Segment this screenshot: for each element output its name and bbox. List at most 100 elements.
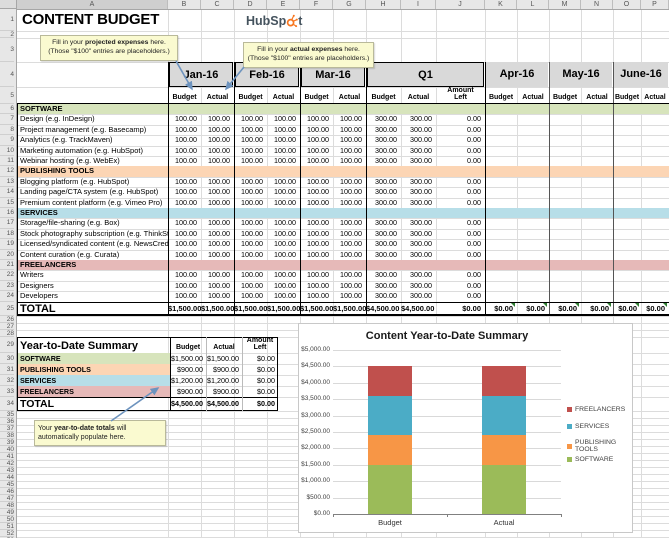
row-label[interactable]: Design (e.g. InDesign)	[20, 114, 95, 124]
budget-cell[interactable]: 100.00	[208, 135, 230, 145]
subheader-may-16-actual[interactable]: Actual	[586, 94, 608, 102]
row-header-13[interactable]: 13	[0, 177, 14, 188]
ytd-chart[interactable]: Content Year-to-Date Summary $5,000.00 $4…	[298, 323, 633, 533]
row-header-47[interactable]: 47	[0, 495, 14, 502]
subheader-jan-16-budget[interactable]: Budget	[172, 94, 197, 102]
budget-cell[interactable]: 300.00	[375, 249, 397, 259]
column-header-F[interactable]: F	[300, 0, 333, 9]
budget-cell[interactable]: 100.00	[241, 156, 263, 165]
budget-cell[interactable]: 100.00	[208, 197, 230, 207]
subheader-feb-16-actual[interactable]: Actual	[272, 94, 295, 102]
row-header-23[interactable]: 23	[0, 281, 14, 292]
budget-cell[interactable]: 100.00	[241, 145, 263, 155]
budget-cell[interactable]: 100.00	[274, 270, 296, 280]
row-header-41[interactable]: 41	[0, 453, 14, 460]
month-header-june-16[interactable]: June-16	[614, 62, 668, 87]
budget-cell[interactable]: 100.00	[307, 249, 329, 259]
column-header-B[interactable]: B	[168, 0, 201, 9]
budget-cell[interactable]: 100.00	[208, 270, 230, 280]
budget-cell[interactable]: 100.00	[175, 218, 197, 228]
row-header-44[interactable]: 44	[0, 474, 14, 481]
column-header-N[interactable]: N	[581, 0, 613, 9]
total-cell[interactable]: $1,500.00	[267, 303, 301, 313]
row-label[interactable]: Webinar hosting (e.g. WebEx)	[20, 156, 120, 165]
summary-value-cell[interactable]: $0.00	[257, 365, 275, 374]
row-header-48[interactable]: 48	[0, 502, 14, 509]
summary-value-cell[interactable]: $1,500.00	[207, 354, 239, 363]
budget-cell[interactable]: 100.00	[208, 114, 230, 124]
budget-cell[interactable]: 100.00	[241, 176, 263, 186]
subheader-q1-budget[interactable]: Budget	[371, 94, 396, 102]
budget-cell[interactable]: 300.00	[410, 187, 432, 197]
row-header-24[interactable]: 24	[0, 291, 14, 302]
budget-cell[interactable]: 100.00	[274, 239, 296, 249]
column-header-E[interactable]: E	[267, 0, 300, 9]
row-header-19[interactable]: 19	[0, 239, 14, 250]
budget-cell[interactable]: 0.00	[467, 156, 481, 165]
budget-cell[interactable]: 100.00	[307, 187, 329, 197]
section-row-freelancers[interactable]: FREELANCERS	[17, 260, 669, 271]
row-header-8[interactable]: 8	[0, 125, 14, 136]
summary-total-label[interactable]: TOTAL	[20, 398, 55, 410]
budget-cell[interactable]: 300.00	[410, 239, 432, 249]
budget-cell[interactable]: 100.00	[307, 218, 329, 228]
row-label[interactable]: Licensed/syndicated content (e.g. NewsCr…	[20, 239, 168, 249]
budget-cell[interactable]: 300.00	[410, 135, 432, 145]
row-header-33[interactable]: 33	[0, 386, 14, 397]
row-label[interactable]: Stock photography subscription (e.g. Thi…	[20, 228, 168, 238]
column-header-P[interactable]: P	[641, 0, 669, 9]
row-header-49[interactable]: 49	[0, 509, 14, 516]
budget-cell[interactable]: 100.00	[175, 176, 197, 186]
budget-cell[interactable]: 0.00	[467, 228, 481, 238]
budget-cell[interactable]: 0.00	[467, 135, 481, 145]
row-header-17[interactable]: 17	[0, 218, 14, 229]
budget-cell[interactable]: 100.00	[307, 228, 329, 238]
budget-cell[interactable]: 300.00	[410, 176, 432, 186]
row-header-12[interactable]: 12	[0, 166, 14, 177]
subheader-feb-16-budget[interactable]: Budget	[238, 94, 263, 102]
subheader-jan-16-actual[interactable]: Actual	[206, 94, 229, 102]
subheader-q1-actual[interactable]: Actual	[407, 94, 430, 102]
budget-cell[interactable]: 100.00	[340, 114, 362, 124]
month-header-q1[interactable]: Q1	[367, 62, 484, 87]
row-header-42[interactable]: 42	[0, 460, 14, 467]
budget-cell[interactable]: 100.00	[307, 156, 329, 165]
summary-section-software[interactable]: SOFTWARE	[17, 353, 170, 364]
row-header-4[interactable]: 4	[0, 62, 14, 87]
budget-cell[interactable]: 100.00	[274, 135, 296, 145]
budget-cell[interactable]: 100.00	[307, 280, 329, 290]
budget-cell[interactable]: 100.00	[208, 156, 230, 165]
section-row-publishing[interactable]: PUBLISHING TOOLS	[17, 166, 669, 177]
budget-cell[interactable]: 100.00	[307, 239, 329, 249]
month-header-apr-16[interactable]: Apr-16	[486, 62, 548, 87]
budget-cell[interactable]: 100.00	[175, 145, 197, 155]
select-all-corner[interactable]	[0, 0, 17, 9]
budget-cell[interactable]: 300.00	[410, 218, 432, 228]
budget-cell[interactable]: 100.00	[274, 249, 296, 259]
column-header-L[interactable]: L	[517, 0, 549, 9]
budget-cell[interactable]: 100.00	[175, 280, 197, 290]
budget-cell[interactable]: 0.00	[467, 114, 481, 124]
row-header-16[interactable]: 16	[0, 208, 14, 219]
column-header-J[interactable]: J	[436, 0, 485, 9]
budget-cell[interactable]: 100.00	[307, 114, 329, 124]
budget-cell[interactable]: 300.00	[375, 218, 397, 228]
total-cell[interactable]: $1,500.00	[333, 303, 367, 313]
summary-value-cell[interactable]: $4,500.00	[171, 399, 203, 408]
budget-cell[interactable]: 100.00	[274, 176, 296, 186]
budget-cell[interactable]: 100.00	[241, 249, 263, 259]
budget-cell[interactable]: 100.00	[241, 218, 263, 228]
budget-cell[interactable]: 100.00	[208, 239, 230, 249]
budget-cell[interactable]: 100.00	[274, 124, 296, 134]
budget-cell[interactable]: 300.00	[410, 156, 432, 165]
budget-cell[interactable]: 100.00	[208, 187, 230, 197]
subheader-june-16-actual[interactable]: Actual	[644, 94, 666, 102]
row-label[interactable]: Blogging platform (e.g. HubSpot)	[20, 176, 130, 186]
budget-cell[interactable]: 300.00	[375, 124, 397, 134]
budget-cell[interactable]: 300.00	[375, 280, 397, 290]
column-header-O[interactable]: O	[613, 0, 641, 9]
subheader-mar-16-budget[interactable]: Budget	[304, 94, 329, 102]
summary-section-publishing[interactable]: PUBLISHING TOOLS	[17, 364, 170, 375]
summary-section-services[interactable]: SERVICES	[17, 375, 170, 386]
budget-cell[interactable]: 300.00	[375, 114, 397, 124]
